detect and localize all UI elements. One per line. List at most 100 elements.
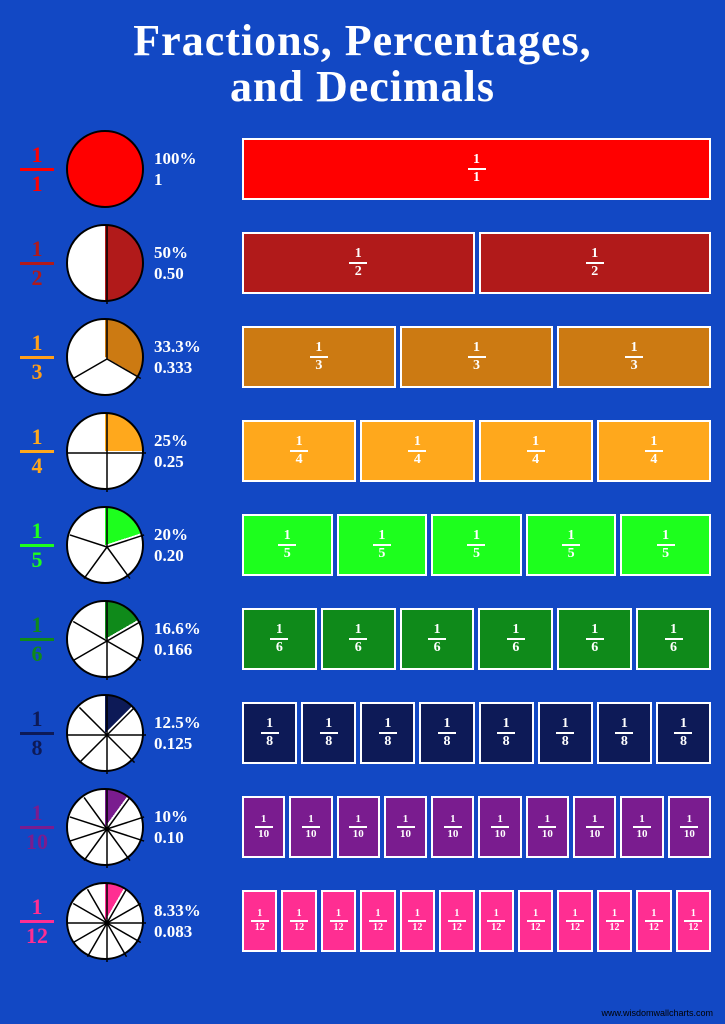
- fraction-segment: 112: [557, 890, 592, 952]
- fraction-segment: 12: [242, 232, 475, 294]
- pie-wrap: [62, 694, 148, 772]
- fraction-segment: 110: [478, 796, 521, 858]
- segment-fraction-label: 112: [487, 909, 505, 933]
- pie-wrap: [62, 130, 148, 208]
- segment-fraction-label: 112: [448, 909, 466, 933]
- segment-fraction-label: 16: [349, 623, 367, 655]
- fraction-segment: 15: [620, 514, 711, 576]
- segment-fraction-label: 110: [680, 814, 698, 840]
- fraction-segment: 15: [526, 514, 617, 576]
- decimal-value: 0.333: [154, 357, 236, 378]
- fraction-denominator: 12: [26, 925, 48, 947]
- fraction-label: 1 5: [12, 520, 62, 571]
- fraction-row: 1 425%0.2514141414: [12, 404, 711, 498]
- fraction-bar-strip: 131313: [242, 326, 711, 388]
- segment-fraction-label: 13: [468, 341, 486, 373]
- fraction-segment: 16: [557, 608, 632, 670]
- percent-value: 20%: [154, 524, 236, 545]
- fraction-segment: 18: [242, 702, 297, 764]
- segment-fraction-label: 15: [278, 529, 296, 561]
- segment-fraction-label: 12: [349, 247, 367, 279]
- fraction-segment: 112: [676, 890, 711, 952]
- fraction-segment: 18: [479, 702, 534, 764]
- pie-chart-icon: [66, 600, 144, 678]
- segment-fraction-label: 14: [408, 435, 426, 467]
- fraction-label: 1 1: [12, 144, 62, 195]
- segment-fraction-label: 110: [538, 814, 556, 840]
- fraction-segment: 15: [431, 514, 522, 576]
- segment-fraction-label: 110: [586, 814, 604, 840]
- decimal-value: 0.125: [154, 733, 236, 754]
- segment-fraction-label: 112: [290, 909, 308, 933]
- pie-wrap: [62, 224, 148, 302]
- pie-chart-icon: [66, 130, 144, 208]
- pie-chart-icon: [66, 882, 144, 960]
- fraction-segment: 110: [668, 796, 711, 858]
- segment-fraction-label: 112: [408, 909, 426, 933]
- fraction-bar-strip: 110110110110110110110110110110: [242, 796, 711, 858]
- title-line-1: Fractions, Percentages,: [10, 18, 715, 64]
- fraction-rows: 1 1100%1111 250%0.5012121 333.3%0.333131…: [0, 118, 725, 968]
- segment-fraction-label: 16: [665, 623, 683, 655]
- fraction-segment: 112: [321, 890, 356, 952]
- fraction-numerator: 1: [32, 802, 43, 824]
- segment-fraction-label: 110: [302, 814, 320, 840]
- segment-fraction-label: 110: [349, 814, 367, 840]
- pie-chart-icon: [66, 788, 144, 866]
- percent-value: 10%: [154, 806, 236, 827]
- fraction-row: 1 333.3%0.333131313: [12, 310, 711, 404]
- segment-fraction-label: 112: [606, 909, 624, 933]
- fraction-row: 1 812.5%0.1251818181818181818: [12, 686, 711, 780]
- fraction-bar-strip: 161616161616: [242, 608, 711, 670]
- segment-fraction-label: 13: [625, 341, 643, 373]
- fraction-row: 1 1010%0.1011011011011011011011011011011…: [12, 780, 711, 874]
- fraction-numerator: 1: [32, 614, 43, 636]
- segment-fraction-label: 18: [261, 717, 279, 749]
- fraction-segment: 112: [636, 890, 671, 952]
- segment-fraction-label: 110: [633, 814, 651, 840]
- fraction-segment: 112: [518, 890, 553, 952]
- fraction-numerator: 1: [32, 144, 43, 166]
- fraction-segment: 16: [636, 608, 711, 670]
- segment-fraction-label: 18: [615, 717, 633, 749]
- fraction-bar-strip: 112112112112112112112112112112112112: [242, 890, 711, 952]
- percent-decimal-label: 12.5%0.125: [148, 712, 236, 755]
- segment-fraction-label: 14: [527, 435, 545, 467]
- fraction-segment: 15: [242, 514, 333, 576]
- fraction-denominator: 1: [32, 173, 43, 195]
- segment-fraction-label: 16: [270, 623, 288, 655]
- segment-fraction-label: 18: [379, 717, 397, 749]
- fraction-segment: 14: [242, 420, 356, 482]
- fraction-segment: 14: [360, 420, 474, 482]
- segment-fraction-label: 15: [467, 529, 485, 561]
- decimal-value: 0.10: [154, 827, 236, 848]
- fraction-numerator: 1: [32, 238, 43, 260]
- segment-fraction-label: 112: [566, 909, 584, 933]
- percent-decimal-label: 50%0.50: [148, 242, 236, 285]
- fraction-segment: 18: [301, 702, 356, 764]
- fraction-label: 1 8: [12, 708, 62, 759]
- fraction-segment: 110: [573, 796, 616, 858]
- decimal-value: 1: [154, 169, 236, 190]
- fraction-denominator: 6: [32, 643, 43, 665]
- fraction-segment: 11: [242, 138, 711, 200]
- fraction-segment: 112: [400, 890, 435, 952]
- percent-value: 25%: [154, 430, 236, 451]
- pie-wrap: [62, 318, 148, 396]
- fraction-segment: 110: [431, 796, 474, 858]
- fraction-denominator: 10: [26, 831, 48, 853]
- decimal-value: 0.20: [154, 545, 236, 566]
- segment-fraction-label: 14: [290, 435, 308, 467]
- pie-wrap: [62, 412, 148, 490]
- decimal-value: 0.166: [154, 639, 236, 660]
- percent-value: 50%: [154, 242, 236, 263]
- fraction-numerator: 1: [32, 896, 43, 918]
- fraction-segment: 13: [557, 326, 711, 388]
- percent-decimal-label: 8.33%0.083: [148, 900, 236, 943]
- segment-fraction-label: 15: [373, 529, 391, 561]
- fraction-bar-strip: 1212: [242, 232, 711, 294]
- segment-fraction-label: 112: [527, 909, 545, 933]
- fraction-row: 1 1100%111: [12, 122, 711, 216]
- segment-fraction-label: 110: [397, 814, 415, 840]
- fraction-segment: 110: [620, 796, 663, 858]
